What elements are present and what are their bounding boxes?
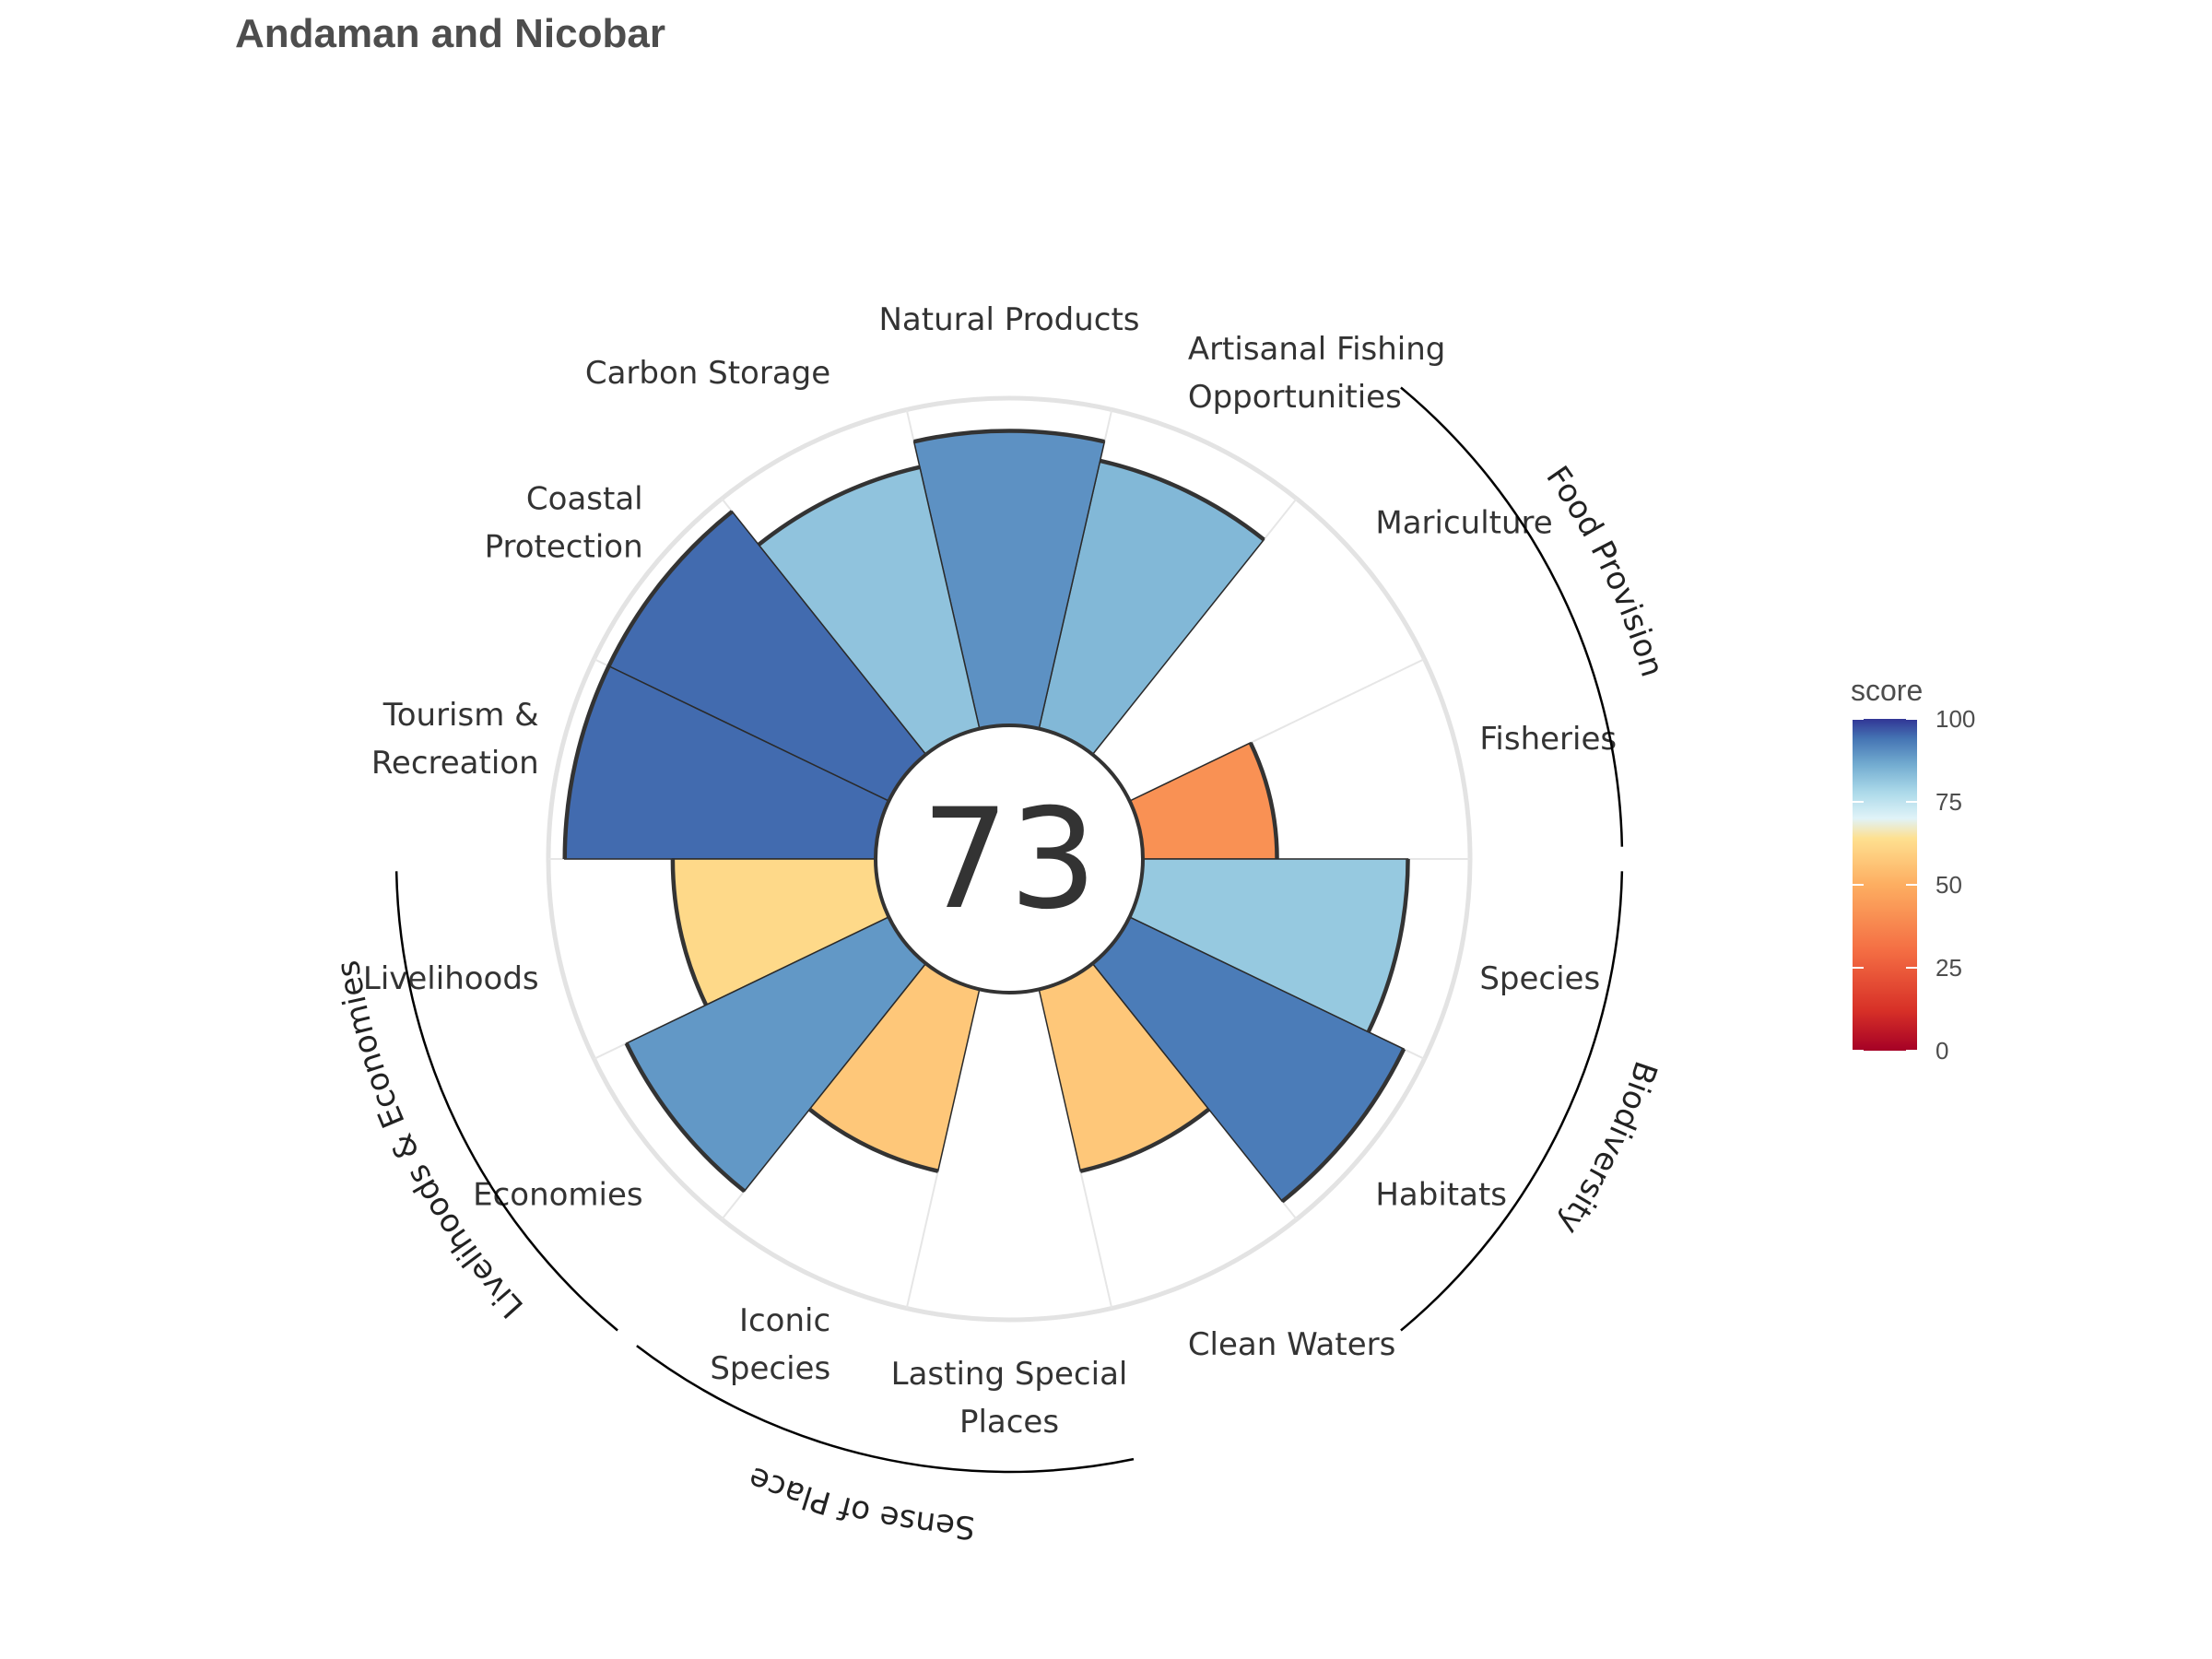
legend-tick-label: 75	[1936, 788, 1962, 816]
center-circle: 73	[874, 724, 1145, 994]
goal-label-artisanal-fishing-opportunities: Opportunities	[1188, 379, 1402, 416]
petal-artisanal-fishing-opportunities-outline	[1100, 458, 1265, 542]
goal-label-mariculture: Mariculture	[1375, 504, 1552, 541]
goal-label-livelihoods: Livelihoods	[363, 960, 539, 997]
petal-habitats-outline	[1280, 1048, 1406, 1204]
petal-carbon-storage-outline	[757, 465, 921, 547]
overall-score: 73	[922, 780, 1098, 940]
petal-coastal-protection-outline	[606, 510, 734, 667]
goal-label-tourism-recreation: Recreation	[371, 745, 539, 782]
group-label-biodiversity: Biodiversity	[1550, 1056, 1665, 1241]
page-title: Andaman and Nicobar	[235, 11, 665, 56]
goal-label-coastal-protection: Coastal	[526, 480, 643, 517]
petal-economies-outline	[624, 1042, 747, 1194]
goal-label-clean-waters: Clean Waters	[1188, 1326, 1396, 1363]
legend-tick-label: 25	[1936, 954, 1962, 982]
group-label-sense-of-place: Sense of Place	[744, 1459, 976, 1546]
goal-label-tourism-recreation: Tourism &	[382, 697, 539, 734]
group-label-livelihoods-economies: Livelihoods & Economies	[330, 958, 531, 1324]
petals	[562, 429, 1410, 1204]
legend-tick-label: 50	[1936, 871, 1962, 899]
legend: score 0 25 50 75 100	[1851, 674, 1975, 1065]
goal-label-species: Species	[1479, 960, 1600, 997]
petal-natural-products-outline	[913, 429, 1105, 444]
petal-species-outline	[1366, 858, 1410, 1033]
goal-label-natural-products: Natural Products	[878, 301, 1139, 338]
petal-livelihoods-outline	[670, 858, 709, 1006]
petal-clean-waters-outline	[1079, 1107, 1210, 1173]
group-arc-biodiversity	[1400, 871, 1624, 1332]
goal-labels: Fisheries Mariculture Artisanal Fishing Opp…	[363, 301, 1617, 1441]
goal-label-iconic-species: Species	[710, 1350, 830, 1387]
goal-label-habitats: Habitats	[1375, 1177, 1507, 1214]
goal-label-artisanal-fishing-opportunities: Artisanal Fishing	[1188, 331, 1446, 368]
legend-tick-label: 100	[1936, 705, 1975, 733]
group-arc-sense-of-place	[636, 1345, 1135, 1474]
group-arc-food-provision	[1400, 386, 1624, 847]
goal-label-coastal-protection: Protection	[485, 528, 643, 565]
goal-label-iconic-species: Iconic	[739, 1302, 830, 1339]
group-arc-livelihoods-economies	[394, 871, 618, 1332]
group-label-food-provision: Food Provision	[1538, 460, 1670, 681]
goal-label-fisheries: Fisheries	[1479, 721, 1617, 758]
legend-title: score	[1851, 674, 1923, 707]
petal-tourism-recreation-outline	[562, 665, 611, 860]
petal-fisheries	[1128, 741, 1278, 860]
goal-label-carbon-storage: Carbon Storage	[585, 355, 830, 392]
goal-label-lasting-special-places: Places	[959, 1404, 1059, 1441]
center-disc	[874, 724, 1145, 994]
goal-label-lasting-special-places: Lasting Special	[891, 1356, 1128, 1393]
goal-label-economies: Economies	[473, 1177, 643, 1214]
petal-fisheries-outline	[1248, 741, 1279, 860]
petal-iconic-species-outline	[808, 1107, 939, 1173]
legend-tick-label: 0	[1936, 1037, 1948, 1065]
